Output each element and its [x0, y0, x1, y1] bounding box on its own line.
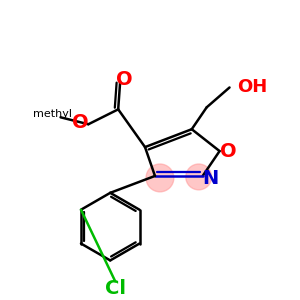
Text: O: O: [116, 70, 133, 89]
Text: N: N: [202, 169, 219, 188]
Text: Cl: Cl: [105, 279, 126, 298]
Text: OH: OH: [237, 79, 268, 97]
Circle shape: [146, 164, 174, 192]
Text: O: O: [72, 113, 89, 132]
Text: O: O: [220, 142, 237, 160]
Circle shape: [186, 164, 211, 190]
Text: methyl: methyl: [33, 109, 72, 119]
